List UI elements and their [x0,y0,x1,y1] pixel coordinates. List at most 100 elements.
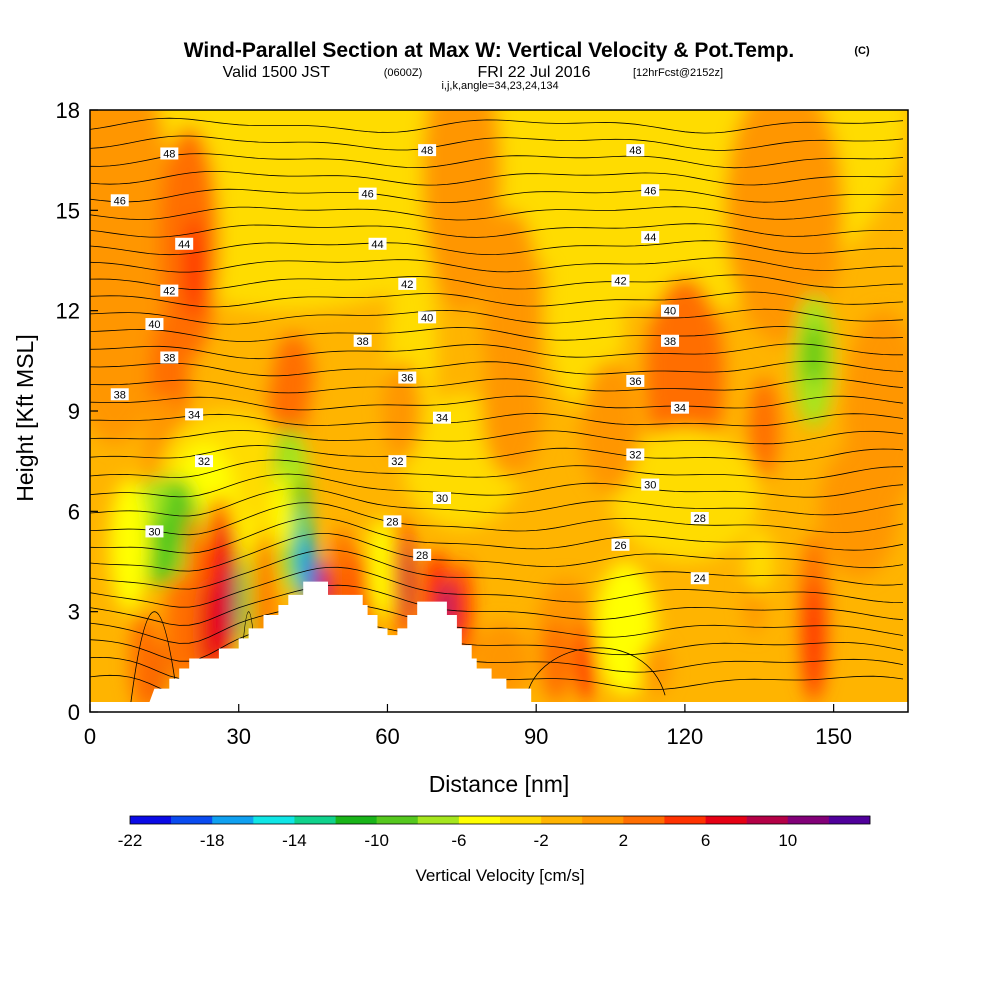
velocity-cell [268,354,309,455]
isentrope-label: 28 [694,513,706,525]
isentrope-label-bg [160,147,179,160]
velocity-cell [803,581,824,702]
colorbar-swatch [417,816,460,824]
isentrope-label-bg [353,334,372,347]
velocity-cell [645,277,725,478]
isentrope-line [90,135,904,151]
colorbar: -22 -18 -14 -10 -6 -2 2 6 10 [118,815,871,850]
y-tick-label: 3 [68,600,80,625]
x-tick-label: 30 [226,724,250,749]
velocity-cell [640,641,671,696]
isentrope-label: 26 [614,540,626,552]
velocity-cell [228,561,239,642]
isentrope-label: 46 [114,195,126,207]
isentrope-label-bg [398,371,417,384]
isentrope-line [90,274,904,291]
copyright-mark: (C) [854,45,870,57]
isentrope-label-bg [398,277,417,290]
isentrope-label: 30 [148,526,160,538]
colorbar-swatch [335,816,377,824]
velocity-cell [575,621,596,702]
colorbar-label: Vertical Velocity [cm/s] [415,866,584,885]
isentrope-label: 40 [148,319,160,331]
y-tick-label: 12 [56,299,80,324]
isentrope-line [90,343,903,360]
colorbar-tick-label: -2 [534,831,549,850]
colorbar-tick-label: -18 [200,831,225,850]
isentrope-label: 28 [386,516,398,528]
isentrope-label: 42 [614,276,626,288]
x-axis-label: Distance [nm] [429,771,570,797]
velocity-cell [367,518,398,619]
colorbar-tick-label: 2 [619,831,628,850]
isentrope-label: 38 [357,336,369,348]
isentrope-label: 34 [674,403,686,415]
grid-info: i,j,k,angle=34,23,24,134 [441,80,558,92]
isentrope-label-bg [611,274,630,287]
x-tick-label: 120 [667,724,704,749]
velocity-cell [595,561,656,696]
isentrope-line [90,308,904,325]
velocity-cell [242,551,251,652]
isentrope-line [90,153,904,169]
isentrope-label-bg [641,478,660,491]
isentrope-label: 44 [371,239,383,251]
isentrope-label-bg [661,304,680,317]
isentrope-line [90,117,904,134]
x-axis: 0 30 60 90 120 150 [84,704,852,749]
colorbar-swatch [253,816,295,824]
colorbar-swatch [212,816,254,824]
isentrope-line [90,533,904,572]
isentrope-label-bg [690,572,709,585]
isentrope-label: 48 [421,145,433,157]
colorbar-swatch [500,816,542,824]
x-tick-label: 90 [524,724,548,749]
isentrope-line [90,378,904,394]
plot-area: 48 48 48 46 46 46 44 44 44 42 42 42 40 40 40 38 38 38 38 36… [90,110,908,712]
isentrope-label: 34 [436,413,448,425]
isentrope-label-bg [641,231,660,244]
isentrope-label: 42 [163,286,175,298]
isentrope-label-bg [690,512,709,525]
isentrope-line [90,223,904,238]
isentrope-line [90,430,904,445]
subtitle-utc: (0600Z) [384,67,423,79]
isentrope-line [90,395,904,411]
y-tick-label: 15 [56,198,80,223]
isentrope-label: 46 [644,185,656,197]
isentrope-line [90,206,903,221]
velocity-cell [610,427,760,562]
isentrope-label-bg [388,455,407,468]
velocity-cell [481,344,542,478]
isentrope-line [90,487,904,517]
velocity-cell [724,110,844,345]
isentrope-label-bg [110,388,129,401]
isentrope-label: 30 [436,493,448,505]
isentrope-line [90,621,904,662]
isentrope-label: 38 [163,352,175,364]
velocity-cell [273,471,294,552]
isentrope-label-bg [641,184,660,197]
subtitle-valid: Valid 1500 JST [223,64,331,81]
colorbar-swatch [582,816,624,824]
colorbar-swatch [746,816,789,824]
isentrope-line [90,240,904,256]
colorbar-tick-label: 10 [778,831,797,850]
isentrope-label-bg [626,144,645,157]
x-tick-label: 150 [815,724,852,749]
isentrope-label: 30 [644,480,656,492]
isentrope-label: 42 [401,279,413,291]
isentrope-label-bg [626,448,645,461]
velocity-cell [541,621,571,702]
isentrope-label-bg [160,284,179,297]
velocity-cell [744,528,775,595]
subtitle-forecast: [12hrFcst@2152z] [633,67,723,79]
isentrope-label: 32 [391,456,403,468]
isentrope-label-bg [145,525,164,538]
isentrope-label-bg [358,187,377,200]
isentrope-label: 24 [694,573,706,585]
colorbar-swatch [541,816,583,824]
velocity-cell [580,360,641,495]
isentrope-label-bg [432,411,451,424]
isentrope-line [90,603,904,644]
